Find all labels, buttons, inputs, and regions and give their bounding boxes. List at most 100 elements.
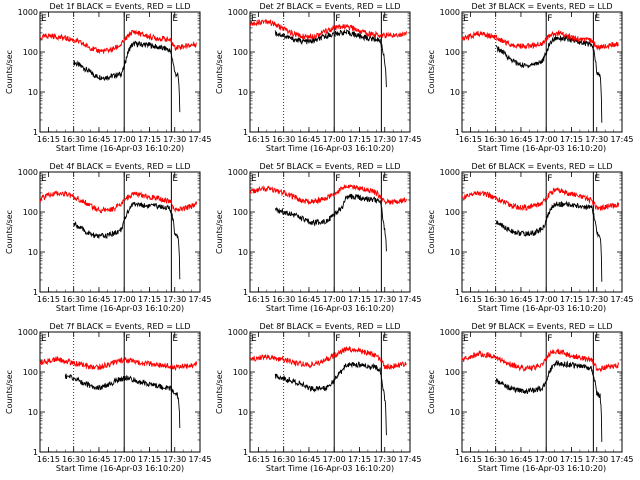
x-tick-label: 16:45: [509, 455, 532, 464]
x-tick-label: 16:15: [459, 295, 482, 304]
lld-trace: [40, 192, 197, 213]
x-axis-label: Start Time (16-Apr-03 16:10:20): [56, 144, 184, 153]
panel-title: Det 8f BLACK = Events, RED = LLD: [259, 322, 400, 331]
marker-letter: E: [463, 174, 469, 184]
panel-title: Det 2f BLACK = Events, RED = LLD: [259, 2, 400, 11]
events-trace: [74, 203, 180, 280]
panel-det-3: Det 3f BLACK = Events, RED = LLD11010010…: [427, 2, 634, 153]
x-tick-label: 17:00: [323, 455, 346, 464]
marker-letter: F: [547, 174, 552, 184]
marker-letter: F: [335, 334, 340, 344]
x-tick-label: 17:15: [560, 455, 583, 464]
x-tick-label: 17:00: [113, 455, 136, 464]
y-tick-label: 10: [450, 88, 460, 97]
panel-det-7: Det 7f BLACK = Events, RED = LLD 1 10 100 10…: [5, 322, 212, 473]
marker-letter: E: [172, 334, 178, 344]
x-tick-label: 17:00: [535, 295, 558, 304]
x-tick-label: 17:45: [398, 295, 421, 304]
x-tick-label: 17:30: [373, 295, 396, 304]
y-tick-label: 100: [23, 368, 38, 377]
x-tick-label: 17:15: [348, 135, 371, 144]
x-tick-label: 17:15: [348, 295, 371, 304]
panel-title: Det 3f BLACK = Events, RED = LLD: [471, 2, 612, 11]
plot-frame: [462, 12, 622, 132]
x-tick-label: 17:30: [163, 455, 186, 464]
marker-letter: E: [382, 174, 388, 184]
marker-letter: E: [463, 14, 469, 24]
x-tick-label: 16:30: [62, 455, 85, 464]
x-tick-label: 17:45: [610, 135, 633, 144]
x-tick-label: 17:15: [138, 455, 161, 464]
y-tick-label: 100: [445, 48, 460, 57]
x-axis-label: Start Time (16-Apr-03 16:10:20): [56, 304, 184, 313]
x-tick-label: 16:30: [484, 135, 507, 144]
marker-letter: E: [251, 174, 257, 184]
x-tick-label: 16:45: [87, 135, 110, 144]
y-tick-label: 10: [238, 408, 248, 417]
x-axis-label: Start Time (16-Apr-03 16:10:20): [266, 144, 394, 153]
y-tick-label: 10: [450, 248, 460, 257]
y-tick-label: 1000: [18, 328, 38, 337]
x-tick-label: 17:45: [610, 455, 633, 464]
y-tick-label: 1000: [440, 168, 460, 177]
x-tick-label: 17:15: [138, 135, 161, 144]
lld-trace: [462, 188, 619, 210]
x-tick-label: 16:15: [459, 135, 482, 144]
x-tick-label: 17:30: [373, 455, 396, 464]
y-axis-label: Counts/sec: [5, 210, 14, 254]
x-tick-label: 17:30: [163, 135, 186, 144]
x-tick-label: 17:45: [398, 455, 421, 464]
panel-det-2: Det 2f BLACK = Events, RED = LLD11010010…: [215, 2, 422, 153]
x-axis-label: Start Time (16-Apr-03 16:10:20): [56, 464, 184, 473]
events-trace: [275, 194, 386, 251]
x-tick-label: 16:45: [297, 295, 320, 304]
marker-letter: E: [41, 14, 47, 24]
panel-title: Det 4f BLACK = Events, RED = LLD: [49, 162, 190, 171]
events-trace: [496, 36, 602, 123]
y-tick-label: 1000: [440, 328, 460, 337]
plot-frame: [40, 172, 200, 292]
x-tick-label: 17:15: [138, 295, 161, 304]
marker-letter: F: [335, 174, 340, 184]
marker-letter: E: [594, 14, 600, 24]
marker-letter: F: [125, 174, 130, 184]
plot-frame: [462, 332, 622, 452]
y-tick-label: 1000: [228, 168, 248, 177]
events-trace: [74, 42, 180, 113]
lld-trace: [462, 349, 619, 371]
y-tick-label: 100: [233, 208, 248, 217]
events-trace: [275, 30, 386, 87]
events-trace: [65, 374, 180, 428]
panel-det-8: Det 8f BLACK = Events, RED = LLD11010010…: [215, 322, 422, 473]
marker-letter: F: [547, 14, 552, 24]
panel-det-6: Det 6f BLACK = Events, RED = LLD11010010…: [427, 162, 634, 313]
events-trace: [275, 362, 386, 435]
lld-trace: [40, 30, 197, 54]
y-tick-label: 100: [445, 368, 460, 377]
x-tick-label: 17:30: [585, 455, 608, 464]
y-tick-label: 1000: [18, 168, 38, 177]
x-tick-label: 17:45: [188, 295, 211, 304]
marker-letter: E: [172, 174, 178, 184]
y-axis-label: Counts/sec: [215, 370, 224, 414]
y-tick-label: 1000: [440, 8, 460, 17]
y-axis-label: Counts/sec: [215, 210, 224, 254]
panel-det-1: Det 1f BLACK = Events, RED = LLD11010010…: [5, 2, 212, 153]
x-tick-label: 16:15: [247, 135, 270, 144]
y-tick-label: 100: [233, 48, 248, 57]
y-tick-label: 1000: [18, 8, 38, 17]
x-axis-label: Start Time (16-Apr-03 16:10:20): [478, 464, 606, 473]
marker-letter: F: [335, 14, 340, 24]
marker-letter: F: [125, 14, 130, 24]
y-tick-label: 1000: [228, 8, 248, 17]
x-tick-label: 16:15: [459, 455, 482, 464]
x-tick-label: 16:30: [484, 295, 507, 304]
x-tick-label: 16:15: [247, 295, 270, 304]
x-tick-label: 17:30: [163, 295, 186, 304]
x-tick-label: 17:00: [323, 135, 346, 144]
lld-trace: [462, 31, 619, 50]
lld-trace: [250, 347, 407, 370]
x-tick-label: 17:45: [188, 455, 211, 464]
panel-title: Det 7f BLACK = Events, RED = LLD: [49, 322, 190, 331]
x-tick-label: 17:00: [323, 295, 346, 304]
